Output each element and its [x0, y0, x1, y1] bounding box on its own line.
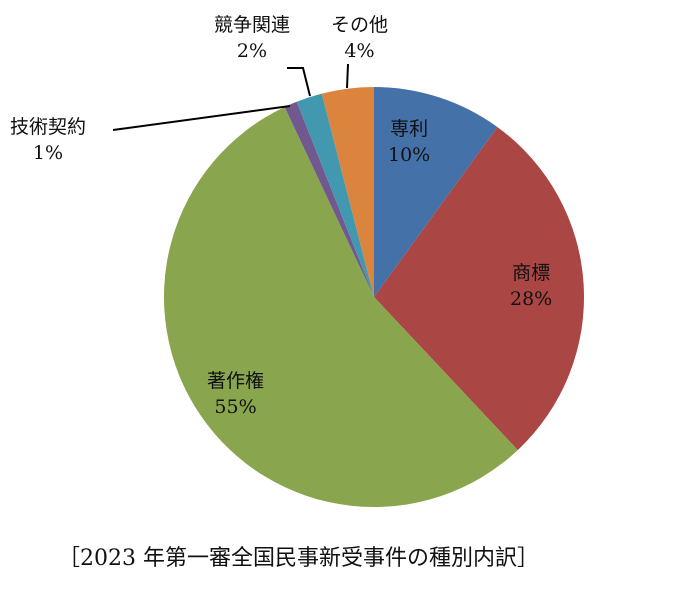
label-pct: 55% [214, 396, 257, 418]
label-senri: 専利 10% [388, 116, 430, 168]
pie-slice-1 [374, 127, 584, 451]
pie-slice-5 [321, 87, 374, 297]
pie-slice-2 [164, 106, 518, 507]
label-pct: 2% [236, 40, 268, 62]
chart-caption: ［2023 年第一審全国民事新受事件の種別内訳］ [58, 546, 539, 571]
label-kyoso: 競争関連 2% [214, 12, 290, 64]
label-pct: 4% [344, 40, 375, 62]
label-pct: 28% [510, 288, 553, 310]
label-gijutsu: 技術契約 1% [10, 114, 86, 166]
label-name: 著作権 [207, 370, 265, 392]
pie-slice-3 [284, 101, 374, 297]
label-sonota: その他 4% [331, 12, 388, 64]
label-pct: 10% [388, 144, 431, 166]
label-pct: 1% [32, 142, 64, 164]
leader-line [287, 67, 311, 97]
label-name: 技術契約 [10, 116, 87, 138]
label-name: 専利 [390, 118, 429, 140]
label-name: 競争関連 [214, 14, 291, 36]
pie-slice-4 [296, 93, 374, 297]
pie-slice-0 [374, 87, 498, 297]
leader-line [112, 105, 291, 131]
label-name: その他 [331, 14, 389, 36]
leader-line [346, 63, 349, 89]
label-shohyo: 商標 28% [510, 260, 552, 312]
label-name: 商標 [512, 262, 551, 284]
label-chosakuken: 著作権 55% [207, 368, 264, 420]
